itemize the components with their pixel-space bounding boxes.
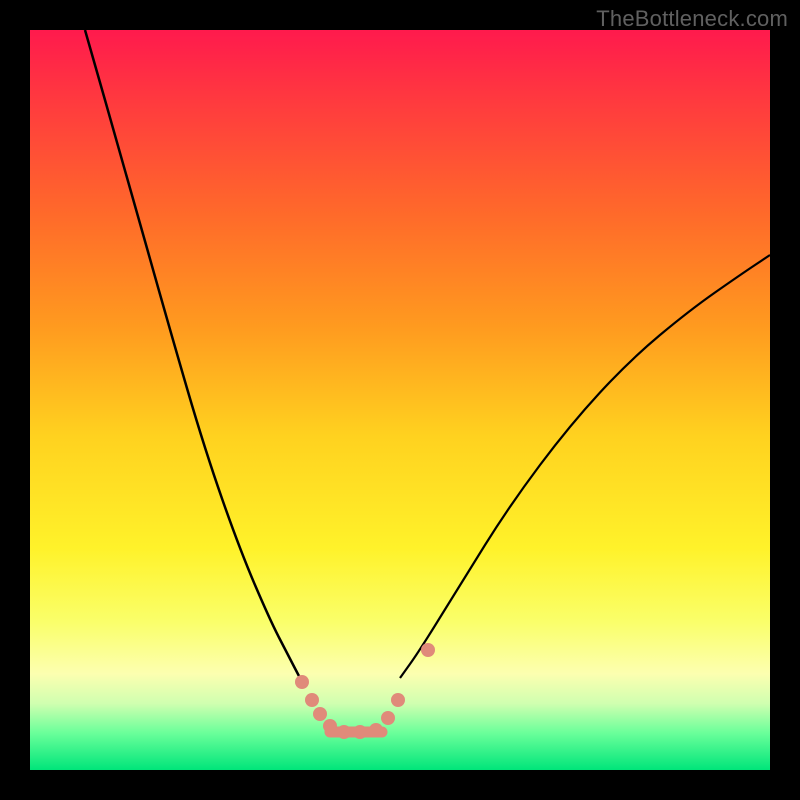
valley-dot bbox=[381, 711, 395, 725]
valley-dot bbox=[353, 725, 367, 739]
curve-right bbox=[400, 255, 770, 678]
valley-dot bbox=[337, 725, 351, 739]
valley-dot bbox=[305, 693, 319, 707]
valley-dot bbox=[313, 707, 327, 721]
valley-dot bbox=[295, 675, 309, 689]
plot-area bbox=[30, 30, 770, 770]
valley-dot bbox=[369, 723, 383, 737]
valley-dot bbox=[421, 643, 435, 657]
curves-layer bbox=[30, 30, 770, 770]
curve-left bbox=[85, 30, 300, 678]
watermark-text: TheBottleneck.com bbox=[596, 6, 788, 32]
valley-dot bbox=[323, 719, 337, 733]
valley-dot bbox=[391, 693, 405, 707]
